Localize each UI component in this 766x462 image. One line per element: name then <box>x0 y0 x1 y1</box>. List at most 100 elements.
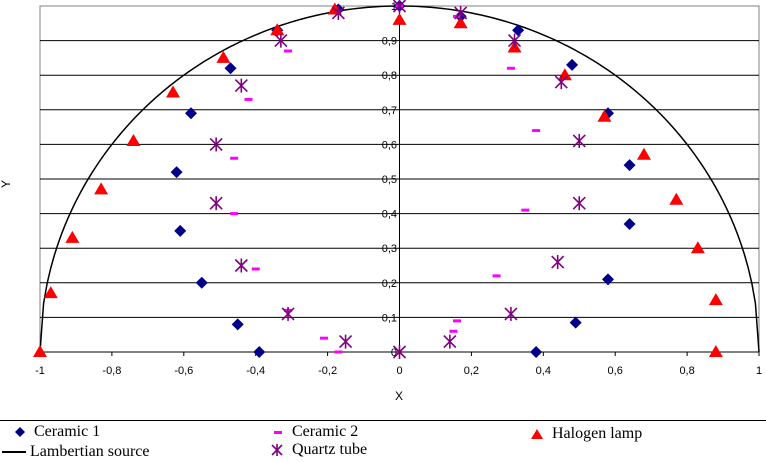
triangle-marker-icon <box>531 429 543 439</box>
quartz-tube-point <box>281 306 295 321</box>
quartz-tube-point <box>443 334 457 349</box>
ceramic-1-point <box>602 273 615 286</box>
ceramic-1-point <box>569 316 582 329</box>
ceramic-1-point <box>195 276 208 289</box>
legend-label-ceramic-1: Ceramic 1 <box>34 423 101 440</box>
quartz-tube-point <box>572 133 586 148</box>
legend-item-ceramic-2: Ceramic 2 <box>272 423 358 441</box>
legend-label-lambertian-source: Lambertian source <box>30 443 150 460</box>
ceramic-1-point <box>170 166 183 179</box>
quartz-tube-point <box>572 196 586 211</box>
x-tick-label: 0 <box>396 365 402 377</box>
ceramic-1-point <box>623 159 636 172</box>
dash-marker-icon <box>274 431 282 434</box>
ceramic-2-point <box>449 329 458 333</box>
y-tick-label: 1 <box>391 1 397 13</box>
halogen-lamp-point <box>636 147 651 160</box>
halogen-lamp-point <box>270 23 285 36</box>
x-tick-labels: -1 -0,8 -0,6 -0,4 -0,2 0 0,2 0,4 0,6 0,8 1 <box>35 352 762 377</box>
halogen-lamp-point <box>669 192 684 205</box>
quartz-tube-point <box>392 0 407 13</box>
quartz-tube-point <box>454 5 468 20</box>
star-marker-icon <box>271 444 283 456</box>
legend-item-lambertian-source: Lambertian source <box>2 443 150 461</box>
y-tick-label: 0,5 <box>382 174 397 186</box>
x-tick-label: 0,4 <box>536 365 551 377</box>
line-marker-icon <box>2 451 26 453</box>
halogen-lamp-point <box>43 286 58 299</box>
ceramic-2-point <box>244 97 253 101</box>
y-axis-label: Y <box>0 180 13 188</box>
halogen-lamp-point <box>33 345 47 357</box>
ceramic-1-point <box>530 346 543 358</box>
quartz-tube-point <box>507 33 522 48</box>
x-tick-label: 0,8 <box>679 365 694 377</box>
halogen-lamp-point <box>126 133 141 146</box>
x-tick-label: 0,2 <box>464 365 479 377</box>
quartz-tube-point <box>554 75 568 90</box>
legend-item-ceramic-1: Ceramic 1 <box>14 423 100 441</box>
ceramic-1-point <box>224 62 237 75</box>
halogen-lamp-point <box>708 293 723 306</box>
legend-item-quartz-tube: Quartz tube <box>270 441 367 459</box>
ceramic-1-point <box>184 107 197 120</box>
y-tick-label: 0,3 <box>382 243 397 255</box>
halogen-lamp-point <box>690 241 705 254</box>
y-tick-label: 0,9 <box>382 36 397 48</box>
ceramic-2-point <box>521 208 530 212</box>
x-axis-label: X <box>395 389 403 403</box>
halogen-lamp-point <box>65 230 80 243</box>
halogen-lamp-point <box>166 85 181 98</box>
halogen-lamp-point <box>453 16 468 29</box>
ceramic-2-point <box>251 267 260 271</box>
quartz-tube-point <box>209 137 223 152</box>
quartz-tube-point <box>234 258 248 273</box>
ceramic-1-point <box>512 24 525 37</box>
quartz-tube-point <box>234 78 248 93</box>
y-tick-label: 0,8 <box>382 70 397 82</box>
diamond-marker-icon <box>15 427 25 437</box>
x-tick-label: -0,2 <box>318 365 337 377</box>
ceramic-2-point <box>230 156 239 160</box>
x-tick-label: -0,8 <box>102 365 121 377</box>
ceramic-1-point <box>253 346 266 358</box>
ceramic-2-point <box>453 319 462 323</box>
ceramic-1-point <box>231 318 244 331</box>
quartz-tube-point <box>392 345 407 359</box>
y-tick-label: 0,6 <box>382 139 397 151</box>
ceramic-1-point <box>566 58 579 71</box>
halogen-lamp-point <box>597 109 612 122</box>
ceramic-2-point <box>284 49 293 53</box>
ceramic-1-point <box>623 217 636 230</box>
ceramic-2-point <box>334 350 343 354</box>
y-tick-label: 0 <box>391 347 397 359</box>
legend-label-halogen-lamp: Halogen lamp <box>552 425 643 442</box>
halogen-lamp-point <box>392 12 407 25</box>
quartz-tube-point <box>551 255 565 270</box>
quartz-tube-point <box>339 334 353 349</box>
x-tick-label: 0,6 <box>608 365 623 377</box>
quartz-tube-point <box>331 5 345 20</box>
y-tick-label: 0,1 <box>382 312 397 324</box>
legend-item-halogen-lamp: Halogen lamp <box>530 425 642 443</box>
legend-label-ceramic-2: Ceramic 2 <box>292 423 359 440</box>
legend: Ceramic 1 Ceramic 2 Halogen lamp Lambert… <box>0 420 766 462</box>
halogen-lamp-point <box>708 345 723 357</box>
y-tick-labels: 0 0,1 0,2 0,3 0,4 0,5 0,6 0,7 0,8 0,9 1 <box>382 1 397 359</box>
legend-label-quartz-tube: Quartz tube <box>292 441 368 458</box>
x-tick-label: -0,6 <box>174 365 193 377</box>
y-tick-label: 0,2 <box>382 278 397 290</box>
x-tick-label: 1 <box>756 365 762 377</box>
halogen-lamp-point <box>216 50 231 63</box>
ceramic-2-point <box>532 129 541 133</box>
ceramic-1-point <box>174 224 187 237</box>
x-tick-label: -0,4 <box>246 365 265 377</box>
y-tick-label: 0,7 <box>382 105 397 117</box>
ceramic-2-point <box>230 212 239 216</box>
x-tick-label: -1 <box>35 365 45 377</box>
ceramic-2-point <box>320 336 329 340</box>
quartz-tube-point <box>504 306 518 321</box>
ceramic-2-point <box>492 274 501 278</box>
y-tick-label: 0,4 <box>382 209 397 221</box>
